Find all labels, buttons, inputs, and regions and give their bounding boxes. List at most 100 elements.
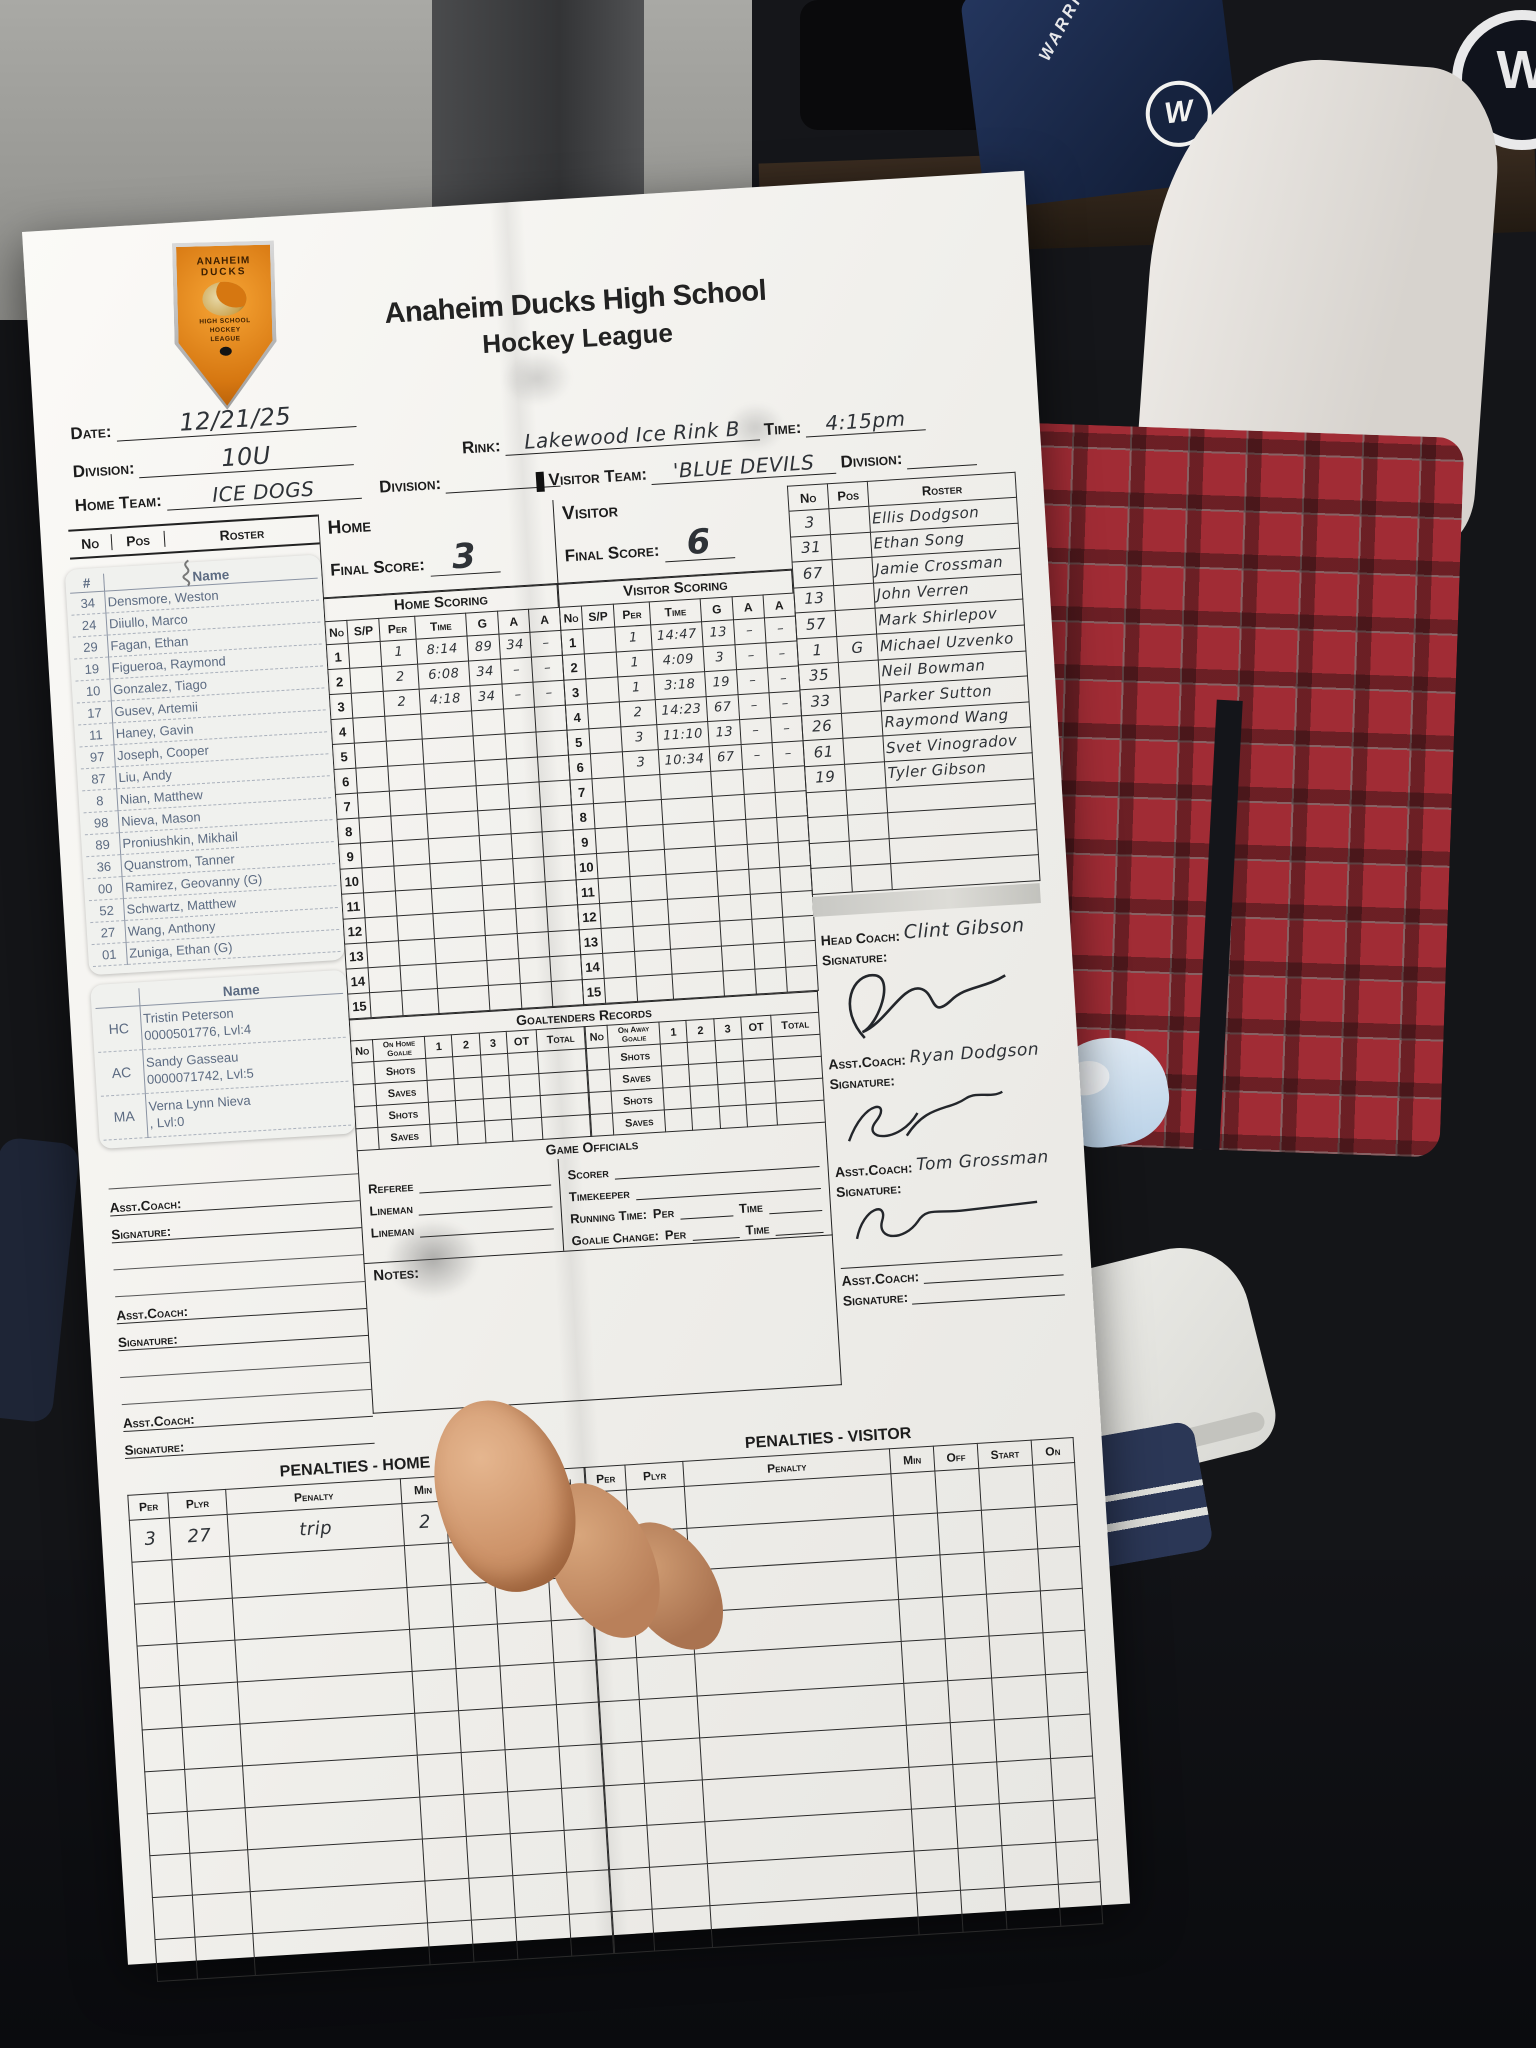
cell-time (423, 760, 477, 789)
cell-off (952, 1761, 1000, 1807)
cell-goal (476, 783, 510, 811)
cell-no: 6 (568, 753, 592, 781)
player-number: 87 (80, 766, 117, 791)
cell-per (389, 788, 427, 817)
cell-sp (349, 666, 384, 694)
cell-on (569, 1911, 614, 1957)
cell-on (553, 1660, 599, 1705)
cell-no: 9 (338, 842, 362, 870)
cell-per (139, 1685, 183, 1730)
cell-assist2 (775, 790, 808, 818)
cell-per (636, 974, 674, 1002)
home-team-label: Home Team: (74, 490, 163, 516)
form-header: ANAHEIM DUCKS HIGH SCHOOL HOCKEY LEAGUE … (50, 172, 1015, 529)
visitor-player-number: 31 (790, 534, 833, 563)
cell-assist2: – (770, 715, 804, 743)
home-scoring: Home Scoring No S/P Per Time G A (322, 583, 584, 1020)
cell-no: 13 (344, 942, 369, 970)
cell-assist2 (778, 840, 811, 868)
notes-area: Notes: (363, 1235, 842, 1414)
cell-per (400, 963, 438, 991)
cell-no: 12 (343, 917, 367, 945)
cell-assist2 (543, 854, 577, 882)
away-goalie-table: No On Away Goalie 1 2 3 OT Total Shots (585, 1012, 826, 1137)
visitor-player-pos (828, 506, 871, 535)
cell-no: 14 (580, 953, 605, 980)
cell-sp (357, 791, 391, 819)
cell-sp (585, 676, 620, 704)
staff-id: , Lvl:0 (149, 1113, 185, 1131)
staff-role: HC (95, 1005, 143, 1053)
cell-assist1 (753, 942, 786, 970)
cell-goal (486, 958, 521, 986)
visitor-player-number: 26 (801, 713, 843, 742)
cell-no: 4 (565, 703, 589, 731)
cell-sp (366, 940, 401, 968)
cell-sp (601, 926, 635, 954)
cell-time: 6:08 (417, 661, 471, 690)
visitor-final-score: 6 (662, 522, 735, 563)
cell-assist2 (545, 879, 578, 907)
cell-sp (584, 652, 618, 679)
cell-off (453, 1624, 500, 1669)
cell-off (950, 1719, 997, 1765)
player-number: 01 (91, 942, 128, 967)
cell-sp (594, 826, 629, 854)
th-sp: S/P (346, 618, 381, 644)
visitor-scoring-table: No S/P Per Time G A A (559, 593, 819, 1006)
cell-time (661, 796, 714, 825)
player-number: 19 (74, 657, 110, 682)
cell-min (903, 1680, 951, 1726)
cell-time (667, 896, 720, 925)
cell-time (670, 946, 723, 975)
cell-no: 14 (346, 967, 370, 995)
cell-start (510, 1830, 567, 1876)
cell-min (906, 1722, 953, 1768)
th-sp: S/P (581, 604, 615, 630)
visitor-player-pos (846, 787, 888, 816)
asst-coach2-signature (855, 1200, 1038, 1240)
cell-per (390, 813, 429, 842)
home-scoring-table: No S/P Per Time G A A (324, 607, 584, 1020)
cell-off (463, 1791, 511, 1837)
cell-assist1: – (501, 682, 535, 709)
cell-plyr (192, 1891, 253, 1938)
cell-time (429, 860, 483, 889)
cell-off (960, 1887, 1007, 1933)
cell-time (664, 846, 717, 875)
th-ot: OT (740, 1015, 772, 1040)
cell-assist1 (748, 867, 782, 895)
cell-per (634, 949, 673, 977)
cell-time (659, 771, 713, 800)
cell-start (1004, 1884, 1061, 1930)
staff-name: Verna Lynn Nieva (148, 1092, 252, 1115)
cell-goal: 34 (470, 684, 504, 711)
cell-goal (722, 969, 757, 997)
cell-on (1032, 1462, 1078, 1508)
cell-no: 10 (339, 867, 364, 895)
cell-goal: 3 (703, 644, 737, 672)
cell-start (507, 1788, 565, 1834)
cell-assist2 (539, 780, 572, 807)
cell-per (154, 1937, 198, 1982)
cell-goal (474, 758, 509, 786)
player-number: 36 (86, 854, 123, 879)
date-row: Date: 12/21/25 (69, 398, 357, 444)
cell-goal (471, 708, 506, 736)
cell-on (1055, 1839, 1101, 1885)
penalties-visitor: PENALTIES - VISITOR Per Plyr Penalty Min… (583, 1411, 1103, 1954)
cell-goal (473, 733, 507, 761)
cell-assist2 (779, 865, 813, 893)
head-coach-block: Head Coach: Clint Gibson Signature: (814, 907, 1049, 1047)
th-time: Time (649, 598, 702, 625)
cell-min (409, 1626, 457, 1672)
cell-on (558, 1743, 604, 1789)
cell-sp (602, 951, 637, 979)
cell-off (461, 1749, 508, 1795)
cell-sp (352, 716, 387, 744)
cell-start (994, 1716, 1051, 1762)
cell-on (1042, 1630, 1088, 1675)
visitor-roster-column: No Pos Roster 3 Ellis Dodgson (787, 472, 1071, 1415)
cell-assist1: – (733, 617, 766, 645)
home-goalie-table: No On Home Goalie 1 2 3 OT Total Shots (350, 1026, 591, 1151)
